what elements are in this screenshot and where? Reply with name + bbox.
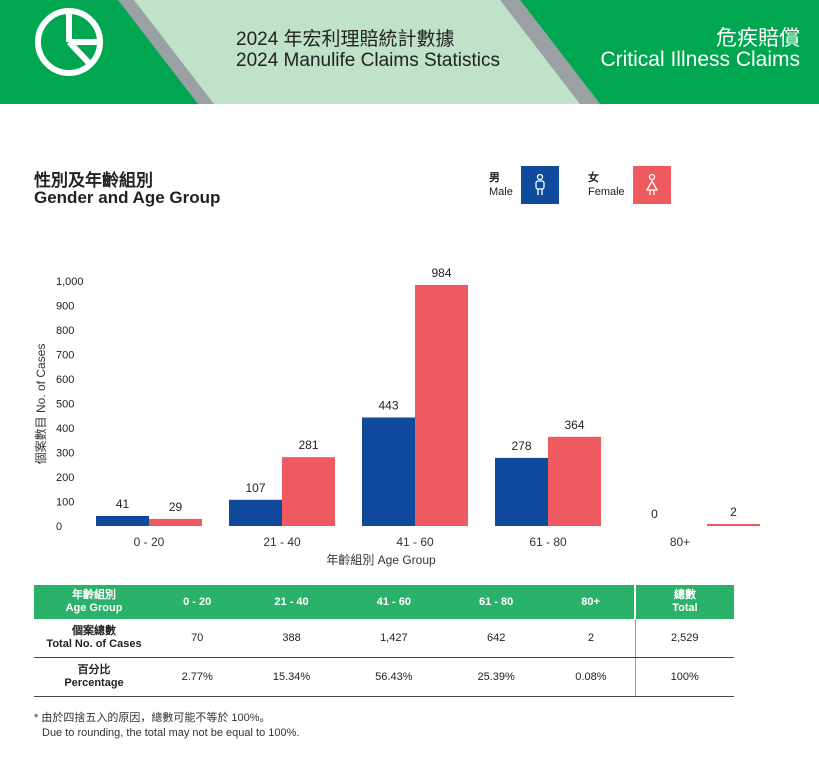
y-axis-label: 個案數目 No. of Cases	[33, 344, 48, 465]
table-cell: 56.43%	[342, 657, 445, 697]
table-row: 個案總數 Total No. of Cases 70 388 1,427 642…	[34, 619, 734, 658]
table-cell: 2.77%	[154, 657, 241, 697]
bar-value-label: 364	[564, 418, 584, 432]
bar-male	[495, 457, 548, 526]
bar-value-label: 281	[298, 438, 318, 452]
x-tick-label: 0 - 20	[134, 535, 165, 549]
bar-male	[96, 515, 149, 526]
legend-female-label: 女 Female	[588, 171, 625, 199]
table-header-total: 總數 Total	[634, 585, 734, 619]
y-tick-label: 200	[56, 472, 74, 484]
total-label-cn: 總數	[674, 589, 696, 601]
table-cell-total: 100%	[634, 657, 734, 697]
claims-table: 年齡組別 Age Group 0 - 20 21 - 40 41 - 60 61…	[34, 585, 734, 697]
row-label-en: Percentage	[64, 677, 124, 689]
header-category-cn: 危疾賠償	[716, 27, 800, 50]
y-tick-label: 1,000	[56, 276, 84, 288]
column-header: 80+	[547, 585, 635, 619]
row-label: 個案總數 Total No. of Cases	[34, 619, 154, 658]
column-header: 61 - 80	[444, 585, 548, 619]
bar-female	[415, 284, 468, 526]
y-tick-label: 0	[56, 521, 62, 533]
bar-value-label: 443	[378, 398, 398, 412]
header-category-en: Critical Illness Claims	[600, 48, 800, 71]
bar-value-label: 984	[431, 266, 451, 280]
legend-male-swatch	[520, 166, 559, 204]
header-title-cn: 2024 年宏利理賠統計數據	[236, 29, 455, 50]
table-header-row: 年齡組別 Age Group 0 - 20 21 - 40 41 - 60 61…	[34, 585, 734, 619]
bar-value-label: 41	[116, 497, 130, 511]
bar-female	[707, 524, 760, 526]
bar-value-label: 0	[651, 507, 658, 521]
footnote-cn: * 由於四捨五入的原因，總數可能不等於 100%。	[34, 712, 271, 724]
page-header: 2024 年宏利理賠統計數據 2024 Manulife Claims Stat…	[0, 0, 819, 104]
header-banner	[0, 0, 819, 104]
total-label-en: Total	[672, 602, 698, 614]
bar-female	[149, 518, 202, 526]
age-group-label-en: Age Group	[65, 602, 123, 614]
table-cell: 2	[547, 619, 635, 658]
legend-female-en: Female	[588, 186, 625, 198]
age-group-label-cn: 年齡組別	[72, 589, 116, 601]
footnote-en: Due to rounding, the total may not be eq…	[42, 727, 300, 739]
row-label-en: Total No. of Cases	[46, 638, 142, 650]
y-tick-label: 600	[56, 374, 74, 386]
male-icon	[535, 174, 545, 195]
bar-male	[362, 417, 415, 526]
legend-male-cn: 男	[489, 172, 500, 184]
row-label-cn: 個案總數	[72, 625, 116, 637]
table-row: 百分比 Percentage 2.77% 15.34% 56.43% 25.39…	[34, 657, 734, 697]
section-title-cn: 性別及年齡組別	[34, 171, 153, 190]
y-tick-label: 400	[56, 423, 74, 435]
row-label-cn: 百分比	[77, 664, 111, 676]
bar-female	[548, 436, 601, 526]
column-header: 21 - 40	[240, 585, 343, 619]
legend-female-swatch	[632, 166, 671, 204]
x-tick-label: 41 - 60	[396, 535, 434, 549]
bar-value-label: 107	[245, 481, 265, 495]
pie-chart-icon	[35, 8, 103, 76]
table-cell: 70	[154, 619, 241, 658]
table-cell: 388	[240, 619, 343, 658]
section-title-en: Gender and Age Group	[34, 188, 221, 207]
table-cell: 1,427	[342, 619, 445, 658]
table-cell: 0.08%	[547, 657, 635, 697]
column-header: 41 - 60	[342, 585, 445, 619]
legend-male: 男 Male	[489, 166, 559, 204]
legend-male-en: Male	[489, 186, 513, 198]
y-tick-label: 100	[56, 497, 74, 509]
bar-value-label: 29	[169, 500, 183, 514]
y-tick-label: 700	[56, 350, 74, 362]
bar-male	[229, 499, 282, 526]
legend-female: 女 Female	[588, 166, 671, 204]
header-title-en: 2024 Manulife Claims Statistics	[236, 50, 500, 71]
bar-female	[282, 457, 335, 526]
table-cell: 642	[444, 619, 548, 658]
table-cell: 25.39%	[444, 657, 548, 697]
x-tick-label: 80+	[670, 535, 690, 549]
x-tick-label: 21 - 40	[263, 535, 301, 549]
bar-value-label: 278	[511, 439, 531, 453]
female-icon	[645, 174, 658, 195]
y-tick-label: 500	[56, 399, 74, 411]
legend-female-cn: 女	[588, 172, 599, 184]
x-tick-label: 61 - 80	[529, 535, 567, 549]
bar-chart: 0 100 200 300 400 500 600 700 800 900 1,000 個案數目 No…	[33, 266, 760, 567]
legend-male-label: 男 Male	[489, 171, 513, 199]
table-cell-total: 2,529	[634, 619, 734, 658]
table-header-age-group: 年齡組別 Age Group	[34, 585, 154, 619]
y-tick-label: 800	[56, 325, 74, 337]
bar-value-label: 2	[730, 505, 737, 519]
y-tick-label: 900	[56, 301, 74, 313]
x-axis-label: 年齡組別 Age Group	[326, 553, 436, 567]
table-cell: 15.34%	[240, 657, 343, 697]
row-label: 百分比 Percentage	[34, 657, 154, 697]
column-header: 0 - 20	[154, 585, 241, 619]
y-tick-label: 300	[56, 448, 74, 460]
